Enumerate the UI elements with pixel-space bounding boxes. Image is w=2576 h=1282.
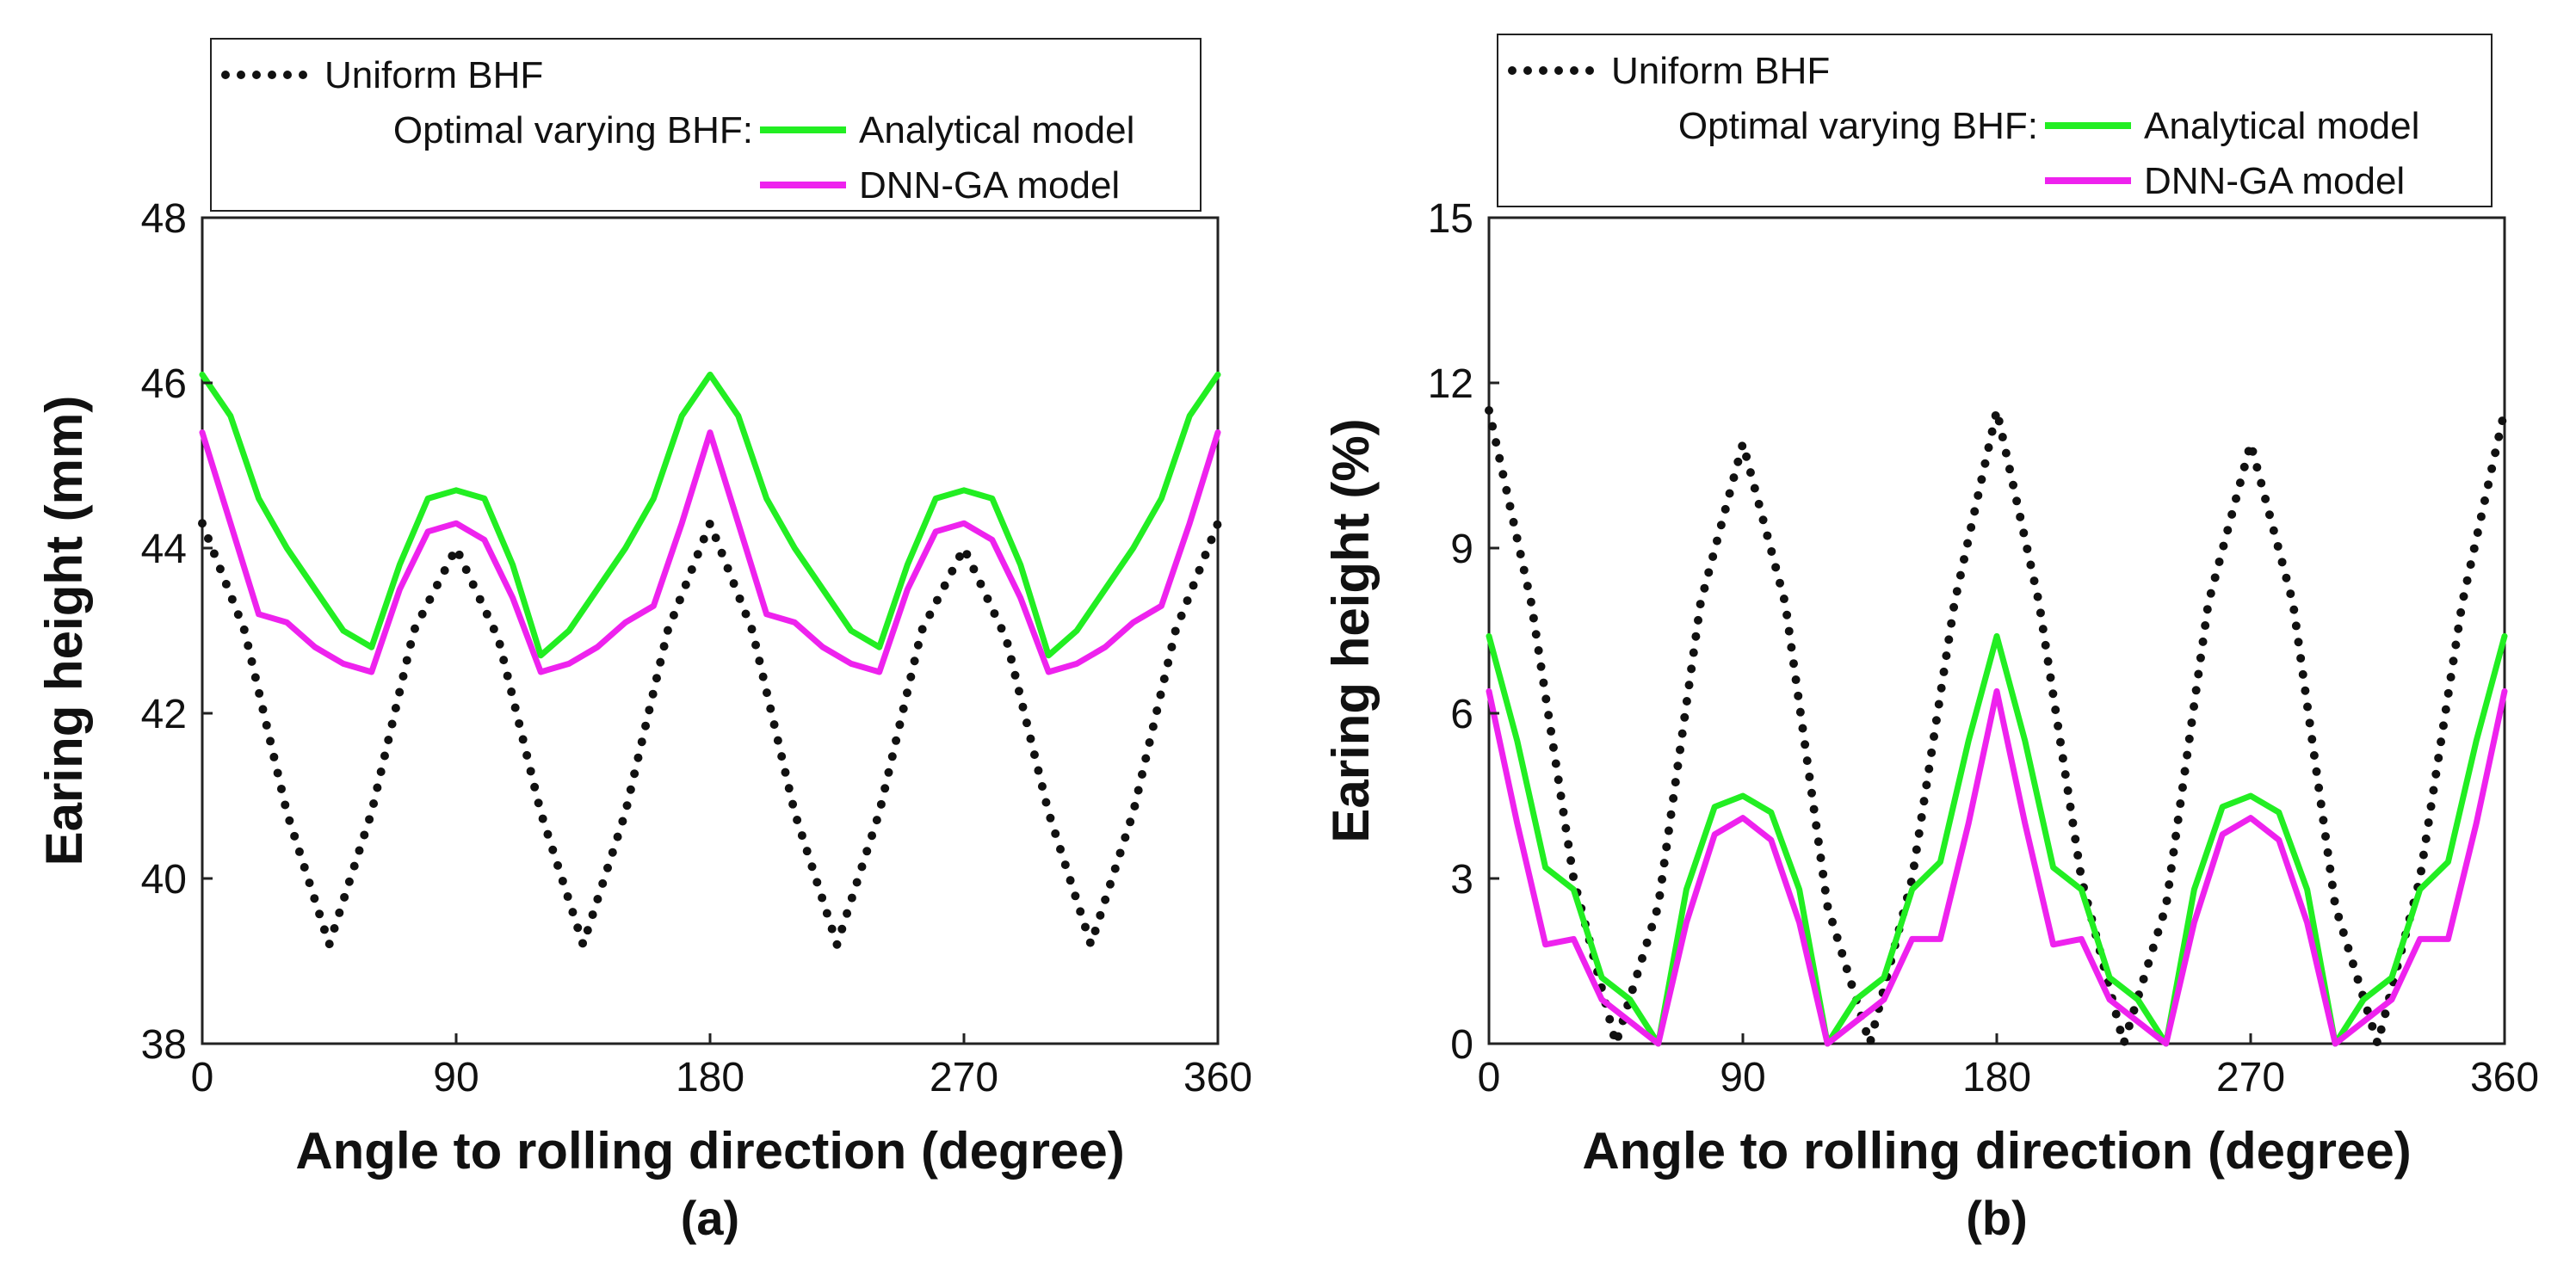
series-line-uniform-bhf-b [1485,406,2509,1048]
x-tick-label-b: 90 [1720,1055,1765,1100]
legend-label-dnnga-b: DNN-GA model [2144,160,2405,202]
legend-label-analytical-b: Analytical model [2144,105,2419,147]
series-group-b [1485,406,2509,1048]
x-axis-title-b: Angle to rolling direction (degree) [1582,1122,2411,1180]
x-tick-label-a: 90 [433,1055,479,1100]
x-tick-label-a: 180 [676,1055,744,1100]
legend-label-uniform-a: Uniform BHF [324,54,543,96]
y-tick-label-a: 42 [141,692,187,737]
y-tick-label-b: 6 [1450,692,1473,737]
y-tick-label-b: 0 [1450,1022,1473,1068]
series-group-a [198,371,1222,949]
plot-frame-a [201,216,1220,1045]
y-tick-label-a: 44 [141,527,187,572]
x-tick-label-b: 0 [1478,1055,1501,1100]
y-tick-label-a: 46 [141,361,187,407]
legend-a: Uniform BHF Optimal varying BHF: Analyti… [210,38,1202,212]
x-tick-label-a: 0 [191,1055,214,1100]
panel-label-a: (a) [681,1191,739,1245]
x-tick-label-a: 360 [1183,1055,1252,1100]
x-axis-title-a: Angle to rolling direction (degree) [295,1122,1124,1180]
y-tick-label-a: 38 [141,1022,187,1068]
panel-b: Uniform BHF Optimal varying BHF: Analyti… [1322,34,2539,1245]
y-tick-label-b: 12 [1428,361,1473,407]
panel-a: Uniform BHF Optimal varying BHF: Analyti… [35,38,1252,1245]
plot-frame-b [1487,216,2506,1045]
legend-b: Uniform BHF Optimal varying BHF: Analyti… [1497,34,2493,207]
legend-group-label-a: Optimal varying BHF: [393,109,753,151]
panel-label-b: (b) [1966,1191,2028,1245]
x-tick-label-a: 270 [930,1055,998,1100]
y-tick-label-b: 3 [1450,857,1473,903]
legend-group-label-b: Optimal varying BHF: [1678,105,2038,147]
series-line-analytical-model-a [199,371,1221,659]
legend-label-uniform-b: Uniform BHF [1611,50,1830,92]
y-tick-label-b: 9 [1450,527,1473,572]
x-tick-label-b: 180 [1962,1055,2031,1100]
legend-label-dnnga-a: DNN-GA model [859,164,1120,206]
legend-label-analytical-a: Analytical model [859,109,1134,151]
y-tick-label-a: 48 [141,196,187,242]
x-tick-label-b: 270 [2216,1055,2285,1100]
ticks-group-a: 0 90 180 270 360 38 40 42 44 46 48 [141,196,1252,1100]
legend-box-a [210,38,1202,212]
series-line-uniform-bhf-a [198,519,1222,949]
y-tick-label-b: 15 [1428,196,1473,242]
y-axis-title-b: Earing height (%) [1322,418,1380,842]
y-axis-title-a: Earing height (mm) [35,396,93,866]
series-line-dnn-ga-model-a [199,429,1221,675]
series-line-dnn-ga-model-b [1486,687,2508,1047]
ticks-group-b: 0 90 180 270 360 0 3 6 9 12 15 [1428,196,2539,1100]
y-tick-label-a: 40 [141,857,187,903]
x-tick-label-b: 360 [2470,1055,2539,1100]
legend-box-b [1497,34,2493,207]
